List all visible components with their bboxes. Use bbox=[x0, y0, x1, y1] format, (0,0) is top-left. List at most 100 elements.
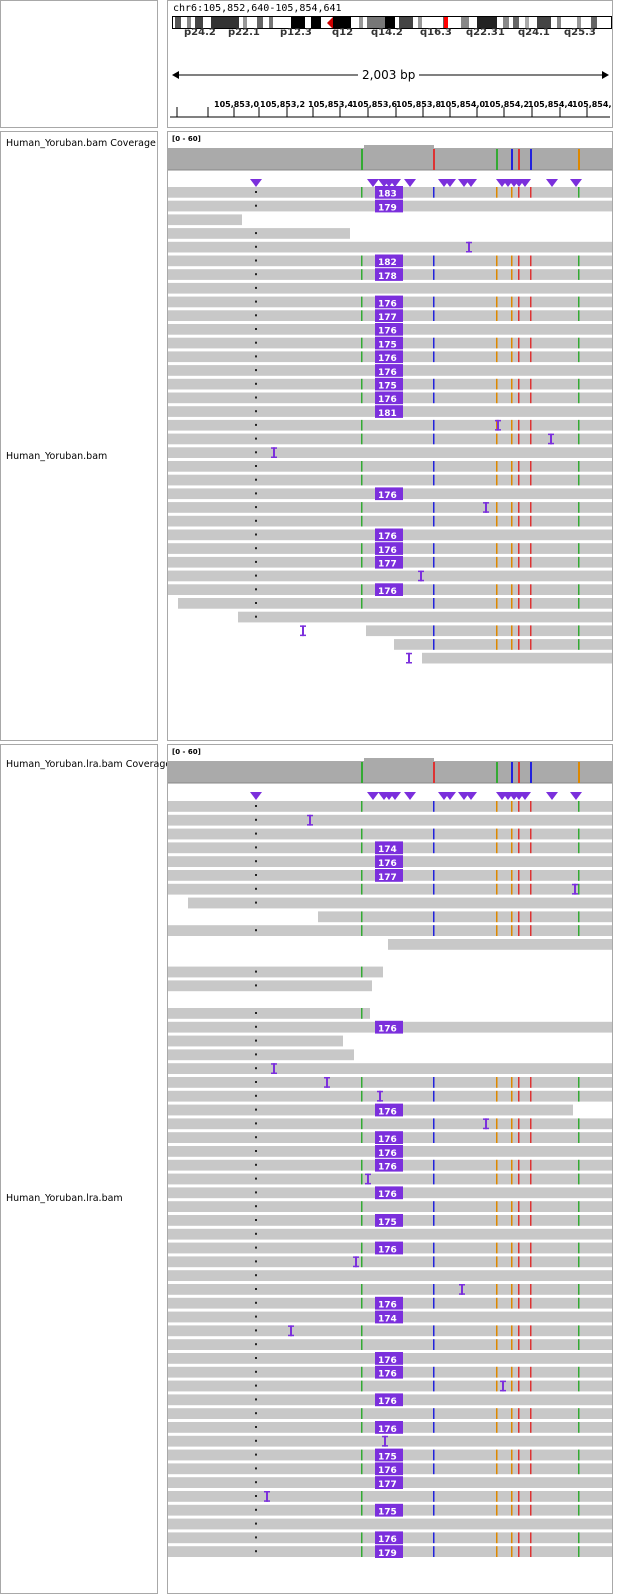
small-insertion-cap bbox=[324, 1077, 330, 1079]
mismatch bbox=[518, 584, 520, 595]
mismatch bbox=[578, 1504, 580, 1516]
chromosome-ideogram[interactable] bbox=[172, 16, 612, 29]
aligned-read bbox=[178, 598, 612, 609]
mismatch bbox=[530, 310, 532, 321]
mismatch bbox=[361, 1532, 363, 1544]
mismatch bbox=[530, 337, 532, 349]
deletion-dot bbox=[255, 1439, 257, 1442]
alignment-track-name-1[interactable]: Human_Yoruban.bam bbox=[6, 451, 108, 462]
track-panel-2[interactable]: [0 - 60] 174 176 177 176 176 176 176 176 176 175 1… bbox=[167, 744, 613, 1594]
mismatch bbox=[433, 1132, 435, 1143]
insertion-label: 176 bbox=[378, 1025, 397, 1035]
mismatch bbox=[518, 502, 520, 513]
alignment-canvas-1[interactable]: 183 179 182 178 176 177 176 175 176 176 175 176 181 1… bbox=[168, 132, 612, 740]
mismatch bbox=[496, 1132, 498, 1143]
small-insertion-cap bbox=[382, 1445, 388, 1447]
mismatch bbox=[518, 378, 520, 390]
aligned-read bbox=[168, 1118, 612, 1130]
mismatch bbox=[361, 1297, 363, 1309]
mismatch bbox=[578, 1463, 580, 1475]
deletion-dot bbox=[255, 1384, 257, 1387]
mismatch bbox=[433, 584, 435, 595]
mismatch bbox=[530, 474, 532, 486]
mismatch bbox=[361, 1008, 363, 1019]
track-name-panel-1[interactable]: Human_Yoruban.bam Coverage Human_Yoruban… bbox=[0, 131, 158, 741]
mismatch bbox=[361, 310, 363, 321]
mismatch bbox=[433, 1215, 435, 1226]
mismatch bbox=[518, 269, 520, 280]
small-insertion-cap bbox=[300, 625, 306, 627]
small-insertion-cap bbox=[353, 1256, 359, 1258]
mismatch bbox=[578, 870, 580, 881]
mismatch bbox=[511, 378, 513, 390]
small-insertion-cap bbox=[500, 1389, 506, 1392]
mismatch bbox=[578, 543, 580, 554]
coverage-mismatch-bar bbox=[511, 762, 513, 783]
mismatch bbox=[361, 1132, 363, 1143]
mismatch bbox=[578, 1325, 580, 1337]
deletion-dot bbox=[255, 588, 257, 591]
track-name-panel-2[interactable]: Human_Yoruban.lra.bam Coverage Human_Yor… bbox=[0, 744, 171, 1594]
mismatch bbox=[530, 1201, 532, 1212]
mismatch bbox=[511, 1491, 513, 1502]
aligned-read bbox=[168, 1090, 612, 1102]
insertion-label: 176 bbox=[378, 395, 397, 405]
span-label: 2,003 bp bbox=[358, 68, 420, 82]
aligned-read bbox=[168, 1201, 612, 1212]
mismatch bbox=[511, 502, 513, 513]
insertion-box bbox=[375, 1296, 403, 1310]
mismatch bbox=[518, 1256, 520, 1268]
aligned-read bbox=[168, 228, 350, 239]
coverage-track-name-2[interactable]: Human_Yoruban.lra.bam Coverage bbox=[6, 759, 172, 770]
insertion-box bbox=[375, 1241, 403, 1255]
aligned-read bbox=[168, 214, 242, 226]
mismatch bbox=[433, 378, 435, 390]
mismatch bbox=[578, 1090, 580, 1102]
mismatch bbox=[578, 1077, 580, 1088]
small-insertion-cap bbox=[466, 251, 472, 253]
ruler[interactable]: 105,853,0 105,853,2 105,853,4 105,853,6 … bbox=[168, 91, 612, 127]
mismatch bbox=[518, 474, 520, 486]
coverage-area bbox=[168, 761, 612, 783]
mismatch bbox=[496, 1380, 498, 1392]
mismatch bbox=[361, 1159, 363, 1171]
deletion-dot bbox=[255, 232, 257, 235]
mismatch bbox=[496, 1491, 498, 1502]
mismatch bbox=[530, 502, 532, 513]
mismatch bbox=[578, 1449, 580, 1461]
insertion-triangle bbox=[250, 179, 262, 187]
insertion-label: 176 bbox=[378, 1466, 397, 1476]
aligned-read bbox=[394, 639, 612, 650]
deletion-dot bbox=[255, 369, 257, 372]
insertion-label: 181 bbox=[378, 409, 397, 419]
mismatch bbox=[530, 296, 532, 308]
mismatch bbox=[496, 1242, 498, 1254]
deletion-dot bbox=[255, 1426, 257, 1428]
deletion-dot bbox=[255, 259, 257, 262]
mismatch bbox=[530, 1242, 532, 1254]
coverage-track-name-1[interactable]: Human_Yoruban.bam Coverage bbox=[6, 138, 156, 149]
deletion-dot bbox=[255, 1550, 257, 1553]
insertion-triangle bbox=[546, 179, 558, 187]
mismatch bbox=[518, 392, 520, 404]
small-insertion-cap bbox=[418, 570, 424, 573]
insertion-box bbox=[375, 1020, 403, 1034]
mismatch bbox=[518, 828, 520, 840]
mismatch bbox=[361, 1339, 363, 1350]
alignment-track-name-2[interactable]: Human_Yoruban.lra.bam bbox=[6, 1193, 123, 1204]
track-panel-1[interactable]: [0 - 60] 183 179 182 178 176 177 176 175 176 176 1… bbox=[167, 131, 613, 741]
mismatch bbox=[578, 1118, 580, 1130]
mismatch bbox=[530, 1449, 532, 1461]
mismatch bbox=[530, 1491, 532, 1502]
mismatch bbox=[361, 883, 363, 895]
coverage-peak bbox=[364, 145, 434, 149]
mismatch bbox=[518, 351, 520, 363]
insertion-label: 175 bbox=[378, 1218, 397, 1228]
locus-box[interactable]: chr6:105,852,640-105,854,641 bbox=[173, 3, 342, 14]
alignment-canvas-2[interactable]: 174 176 177 176 176 176 176 176 176 175 176 176 174 1… bbox=[168, 745, 612, 1593]
deletion-dot bbox=[255, 410, 257, 413]
mismatch bbox=[496, 1256, 498, 1268]
coverage-mismatch-bar bbox=[433, 762, 435, 783]
aligned-read bbox=[388, 939, 612, 950]
mismatch bbox=[361, 556, 363, 568]
